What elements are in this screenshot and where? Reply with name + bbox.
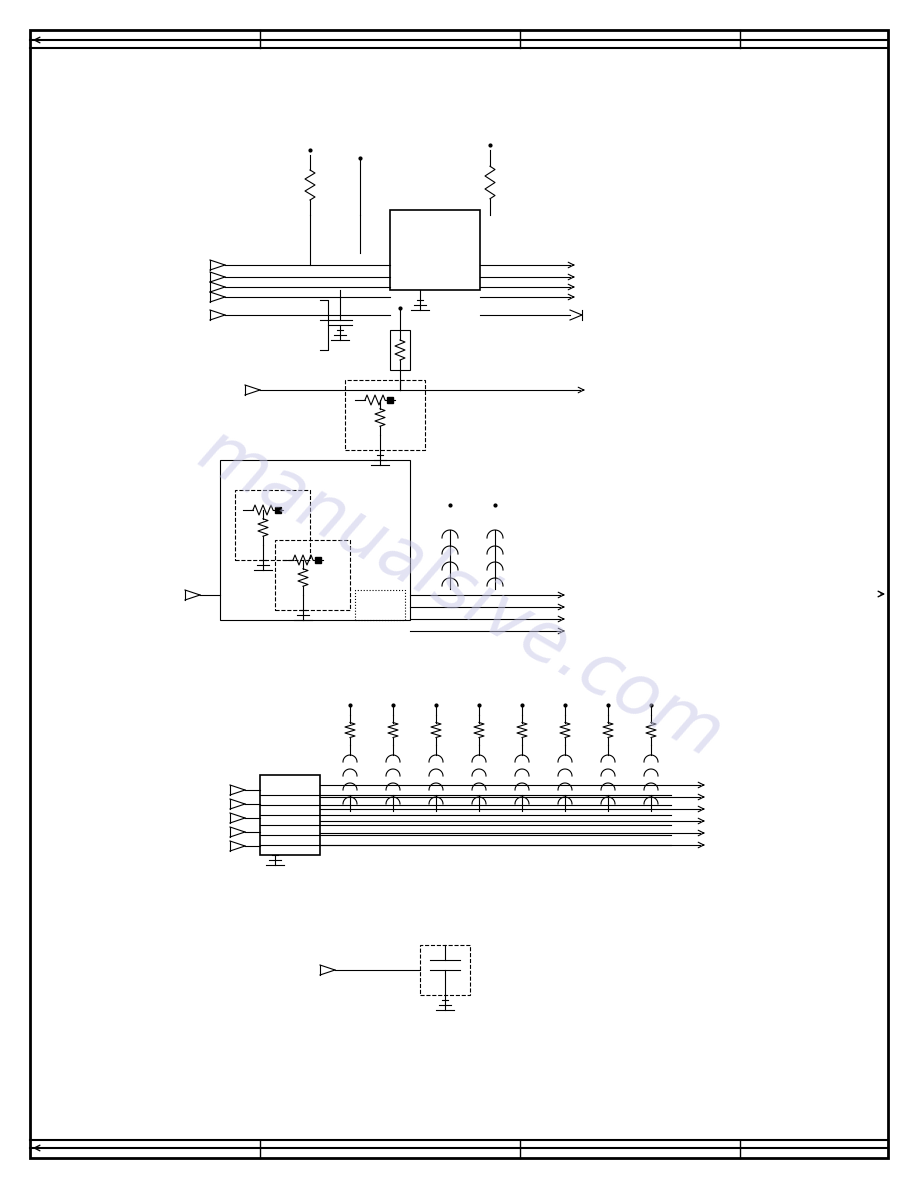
Bar	[390, 330, 410, 369]
Bar	[420, 944, 470, 996]
Bar	[220, 460, 410, 620]
Bar	[235, 489, 310, 560]
Bar	[275, 541, 350, 609]
Bar	[390, 210, 480, 290]
Bar	[355, 590, 405, 620]
Bar	[345, 380, 425, 450]
Bar	[260, 775, 320, 855]
Text: manualsive.com: manualsive.com	[186, 416, 734, 772]
